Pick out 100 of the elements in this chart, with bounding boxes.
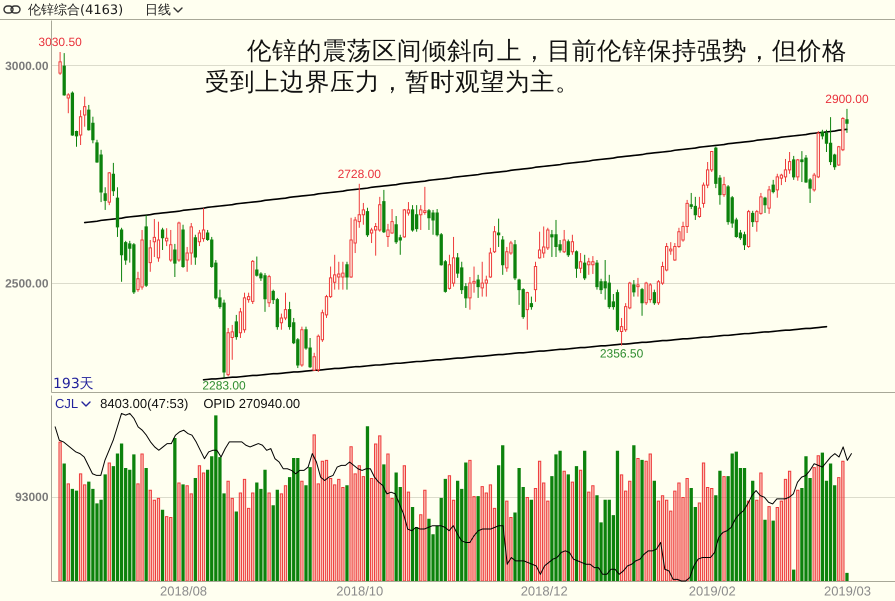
bar — [742, 468, 746, 582]
annotation: CJL — [55, 396, 78, 411]
annotation: 2356.50 — [600, 346, 644, 361]
bar — [362, 476, 366, 582]
candlestick — [640, 287, 644, 316]
bar — [574, 466, 578, 582]
bar — [616, 450, 620, 582]
bar — [156, 498, 160, 582]
bar — [784, 478, 788, 582]
candlestick — [648, 282, 652, 304]
bar — [148, 490, 152, 582]
bar — [255, 482, 258, 582]
candlestick — [431, 209, 435, 236]
bar — [492, 508, 496, 582]
bar — [181, 484, 185, 582]
bar — [788, 470, 792, 582]
candlestick — [652, 289, 656, 306]
candlestick — [165, 228, 168, 247]
bar — [242, 478, 246, 582]
bar — [583, 450, 586, 582]
candlestick — [476, 274, 480, 298]
candlestick — [480, 261, 484, 298]
bar — [578, 470, 582, 582]
candlestick — [792, 155, 796, 180]
candlestick — [345, 261, 349, 290]
bar — [58, 442, 62, 582]
bar — [554, 454, 558, 582]
bar — [837, 477, 840, 582]
bar — [292, 458, 296, 582]
annotation: 2728.00 — [338, 166, 382, 181]
y-tick-label: 3000.00 — [5, 58, 49, 73]
candlestick — [587, 257, 590, 276]
bar — [702, 462, 706, 582]
candlestick — [427, 208, 431, 230]
bar — [358, 465, 361, 582]
bar — [476, 496, 480, 582]
bar — [468, 460, 472, 582]
bar — [419, 514, 422, 582]
bar — [194, 478, 197, 582]
bar — [690, 488, 693, 582]
bar — [406, 492, 410, 582]
bar — [730, 453, 734, 582]
bar — [587, 492, 590, 582]
bar — [345, 485, 349, 582]
bar — [108, 462, 111, 582]
bar — [316, 483, 320, 582]
bar — [759, 472, 763, 582]
bar — [772, 520, 775, 582]
chart-title: 伦锌综合(4163) — [28, 2, 124, 18]
bar — [341, 487, 345, 582]
candlestick — [698, 196, 702, 218]
bar — [190, 493, 193, 582]
candlestick — [566, 239, 570, 258]
candlestick — [562, 229, 566, 254]
bar — [238, 492, 242, 582]
bar — [165, 516, 168, 582]
bar — [722, 476, 726, 582]
bar — [484, 492, 488, 582]
candlestick — [104, 186, 107, 210]
x-tick-label: 2019/03 — [824, 584, 871, 598]
bar — [624, 490, 628, 582]
bar — [300, 480, 304, 582]
bar — [636, 458, 640, 582]
candlestick — [488, 247, 492, 278]
bar — [230, 498, 234, 582]
candlestick — [538, 231, 542, 260]
bar — [566, 474, 570, 582]
candlestick — [234, 314, 238, 340]
bar — [382, 464, 386, 582]
candlestick — [505, 246, 508, 272]
bar — [820, 452, 824, 582]
candlestick — [366, 207, 370, 238]
bar — [501, 445, 504, 582]
bar — [776, 507, 779, 582]
bar — [320, 460, 324, 582]
bar — [132, 454, 136, 582]
bar — [751, 480, 754, 582]
candlestick — [194, 234, 197, 266]
bar — [390, 498, 394, 582]
bar — [677, 482, 681, 582]
candlestick — [583, 254, 586, 281]
candlestick — [788, 151, 792, 174]
bar — [530, 500, 534, 582]
candlestick — [772, 179, 775, 194]
candlestick — [83, 96, 86, 128]
candlestick — [534, 261, 538, 302]
bar — [538, 460, 542, 582]
bar — [354, 473, 357, 582]
bar — [374, 443, 378, 582]
bar — [591, 485, 595, 582]
candlestick — [751, 210, 754, 228]
bar — [755, 500, 758, 582]
candlestick — [280, 313, 284, 330]
bar — [324, 460, 328, 582]
bar — [816, 455, 820, 582]
bar — [628, 480, 632, 582]
bar — [246, 508, 250, 582]
candlestick — [78, 110, 82, 146]
candlestick — [763, 196, 767, 214]
candlestick — [608, 274, 611, 310]
